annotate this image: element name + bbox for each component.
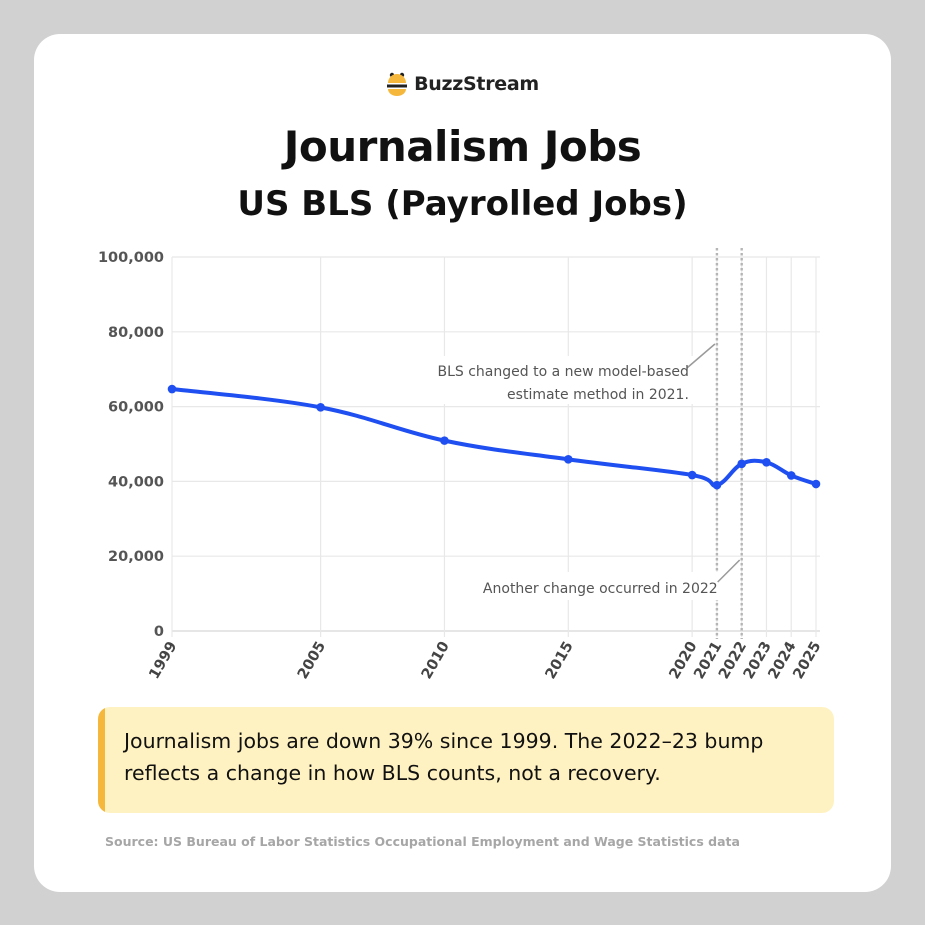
x-tick-label: 2010 — [419, 639, 453, 682]
x-tick-label: 2005 — [295, 639, 329, 682]
annotation-text: Another change occurred in 2022 — [483, 581, 718, 597]
x-tick-label: 2015 — [543, 639, 577, 682]
y-tick-label: 20,000 — [108, 549, 164, 565]
annotation-leader — [686, 343, 716, 369]
y-tick-label: 100,000 — [98, 250, 164, 266]
annotation-backdrop — [460, 572, 740, 600]
y-tick-label: 60,000 — [108, 400, 164, 416]
data-point — [762, 458, 771, 467]
callout-text: Journalism jobs are down 39% since 1999.… — [124, 729, 764, 785]
series — [167, 384, 821, 490]
data-point — [564, 455, 573, 464]
callout-box: Journalism jobs are down 39% since 1999.… — [98, 707, 834, 813]
data-point — [786, 471, 796, 480]
y-tick-label: 80,000 — [108, 325, 164, 341]
annotation-text: BLS changed to a new model-based — [437, 364, 688, 380]
annotation-backdrop — [412, 356, 715, 404]
data-point — [687, 470, 697, 480]
brand-name: BuzzStream — [414, 73, 539, 95]
x-tick-label: 1999 — [146, 639, 180, 682]
data-point — [712, 480, 722, 490]
y-axis-ticks: 0 20,000 40,000 60,000 80,000 100,000 — [98, 250, 164, 640]
annotation-leader — [717, 559, 741, 583]
annotation-text: estimate method in 2021. — [507, 387, 689, 403]
data-point — [737, 459, 746, 469]
source-note: Source: US Bureau of Labor Statistics Oc… — [105, 834, 740, 849]
brand-header: BuzzStream — [0, 66, 925, 102]
data-point — [811, 479, 821, 489]
chart-subtitle: US BLS (Payrolled Jobs) — [237, 184, 688, 224]
data-point — [167, 384, 177, 394]
callout-accent-bar — [98, 707, 105, 813]
data-point — [316, 403, 325, 412]
y-tick-label: 0 — [154, 624, 164, 640]
chart-title: Journalism Jobs — [283, 122, 642, 171]
annotations: BLS changed to a new model-based estimate… — [412, 248, 743, 639]
bee-icon — [387, 72, 408, 96]
y-tick-label: 40,000 — [108, 474, 164, 490]
data-point — [440, 436, 449, 445]
